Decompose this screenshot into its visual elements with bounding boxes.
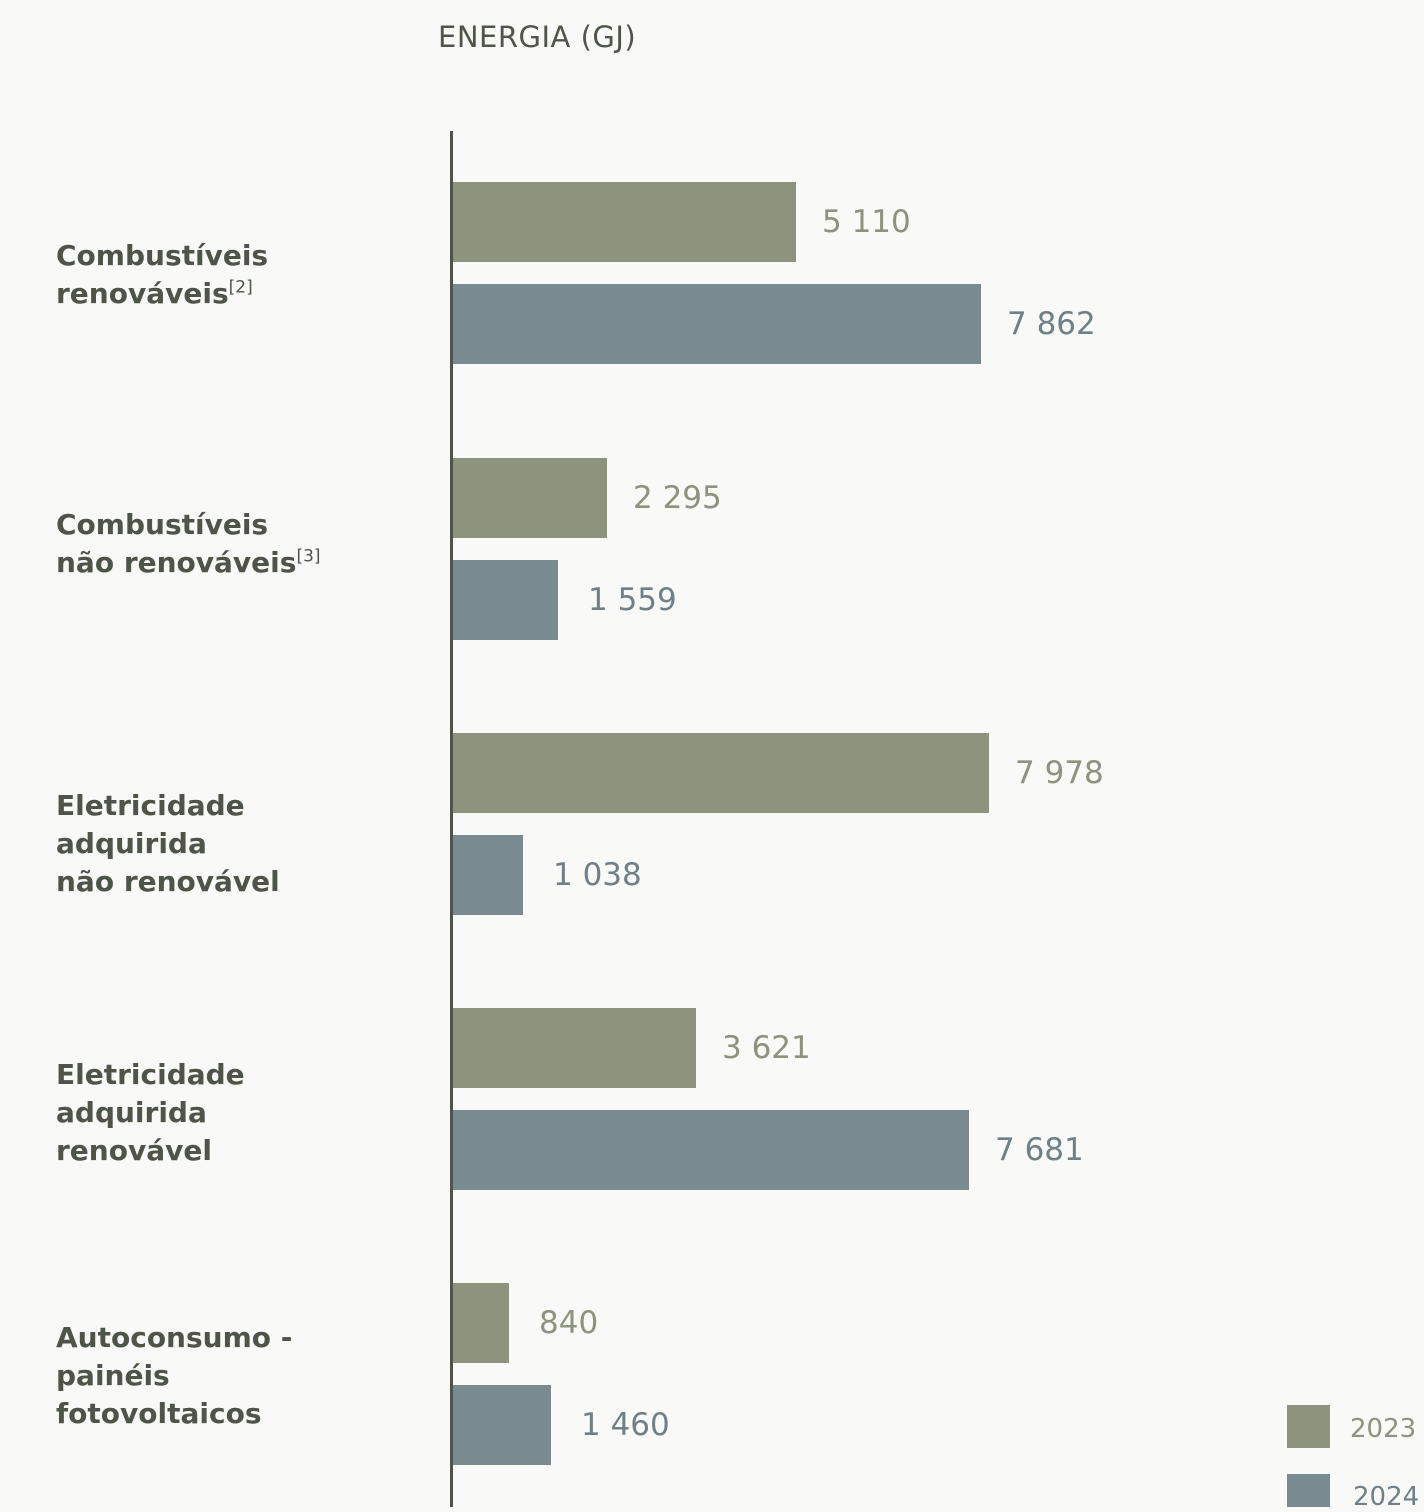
bar-2023	[453, 1008, 696, 1088]
value-label-2023: 3 621	[722, 1030, 811, 1066]
bar-2024	[453, 835, 523, 915]
value-label-2023: 840	[539, 1305, 599, 1341]
value-label-2024: 7 862	[1007, 306, 1096, 342]
bar-2023	[453, 1283, 509, 1363]
category-label: Autoconsumo - painéis fotovoltaicos	[56, 1321, 293, 1430]
legend-label-2023: 2023	[1350, 1414, 1417, 1444]
value-label-2024: 1 460	[581, 1407, 670, 1443]
bar-2023	[453, 733, 989, 813]
category-label: Combustíveis não renováveis[3]	[56, 508, 321, 579]
bar-2024	[453, 1385, 551, 1465]
value-label-2023: 5 110	[822, 204, 911, 240]
value-label-2024: 1 559	[588, 582, 677, 618]
legend-swatch-2024	[1287, 1474, 1330, 1507]
bar-2024	[453, 1110, 969, 1190]
value-label-2023: 7 978	[1015, 755, 1104, 791]
value-label-2023: 2 295	[633, 480, 722, 516]
footnote-ref: [2]	[228, 277, 253, 298]
bar-2024	[453, 560, 558, 640]
category-label: Combustíveis renováveis[2]	[56, 239, 269, 310]
legend-label-2024: 2024	[1353, 1482, 1420, 1512]
bar-2023	[453, 458, 607, 538]
y-axis-line	[450, 131, 453, 1507]
value-label-2024: 7 681	[995, 1132, 1084, 1168]
footnote-ref: [3]	[296, 546, 321, 567]
legend-swatch-2023	[1287, 1405, 1330, 1448]
chart-title: ENERGIA (GJ)	[438, 20, 637, 54]
value-label-2024: 1 038	[553, 857, 642, 893]
category-label: Eletricidade adquirida não renovável	[56, 789, 280, 898]
bar-2024	[453, 284, 981, 364]
bar-2023	[453, 182, 796, 262]
category-label: Eletricidade adquirida renovável	[56, 1058, 245, 1167]
